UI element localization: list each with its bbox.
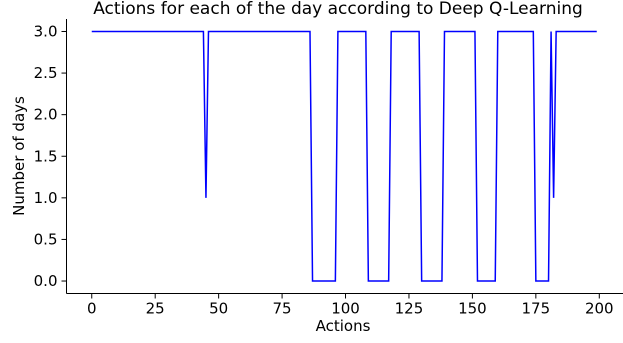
- y-tick-label: 1.5: [34, 147, 58, 165]
- x-tick-label: 175: [522, 300, 551, 318]
- x-axis-label: Actions: [316, 317, 371, 335]
- y-axis-label: Number of days: [10, 96, 28, 216]
- series-line: [91, 30, 597, 282]
- x-tick-label: 25: [146, 300, 165, 318]
- x-tick-label: 100: [331, 300, 360, 318]
- x-tick-label: 75: [273, 300, 292, 318]
- y-tick-label: 2.0: [34, 106, 58, 124]
- tick-group: 0 25 50 75 100 125 150 175 200 0.0 0.5 1.0 1.5 2.0 2.5…: [34, 22, 614, 317]
- series-layer: [91, 30, 597, 282]
- y-tick-label: 0.0: [34, 272, 58, 290]
- y-tick-label: 2.5: [34, 64, 58, 82]
- x-tick-label: 0: [87, 300, 97, 318]
- y-tick-label: 1.0: [34, 189, 58, 207]
- x-tick-label: 50: [209, 300, 228, 318]
- x-tick-label: 125: [395, 300, 424, 318]
- x-tick-label: 150: [458, 300, 487, 318]
- y-tick-label: 3.0: [34, 22, 58, 40]
- chart-title: Actions for each of the day according to…: [93, 0, 583, 19]
- y-tick-label: 0.5: [34, 230, 58, 248]
- x-tick-label: 200: [585, 300, 614, 318]
